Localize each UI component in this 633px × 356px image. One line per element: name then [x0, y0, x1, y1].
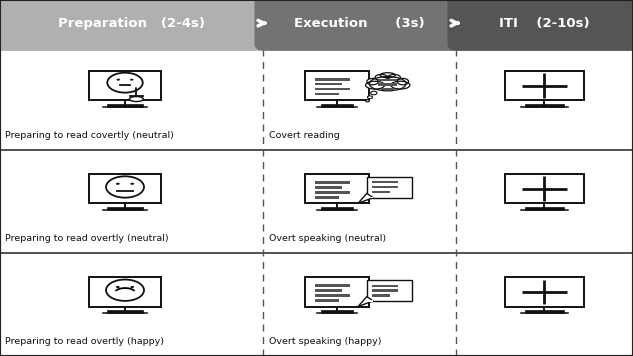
Polygon shape — [358, 297, 373, 307]
Bar — [107, 104, 143, 107]
FancyBboxPatch shape — [505, 174, 584, 203]
FancyBboxPatch shape — [367, 177, 413, 198]
Text: Preparing to read covertly (neutral): Preparing to read covertly (neutral) — [5, 131, 174, 140]
Text: Overt speaking (happy): Overt speaking (happy) — [269, 337, 382, 346]
Bar — [381, 88, 394, 90]
Bar — [315, 191, 349, 194]
Polygon shape — [358, 193, 373, 203]
Bar — [379, 83, 398, 85]
Text: ITI    (2-10s): ITI (2-10s) — [499, 17, 590, 30]
FancyBboxPatch shape — [505, 71, 584, 100]
Bar — [372, 294, 389, 297]
Bar — [525, 104, 564, 107]
Circle shape — [370, 91, 377, 95]
Circle shape — [366, 100, 370, 102]
Bar — [372, 186, 399, 188]
FancyBboxPatch shape — [306, 174, 368, 203]
Ellipse shape — [365, 81, 385, 89]
Bar — [315, 78, 349, 80]
FancyBboxPatch shape — [89, 71, 161, 100]
Circle shape — [116, 183, 120, 185]
Text: Preparation   (2-4s): Preparation (2-4s) — [58, 17, 205, 30]
Bar — [315, 289, 342, 292]
FancyBboxPatch shape — [254, 0, 464, 51]
Bar — [372, 289, 399, 292]
Ellipse shape — [391, 81, 410, 89]
FancyBboxPatch shape — [367, 280, 413, 301]
Bar — [315, 294, 349, 297]
FancyBboxPatch shape — [0, 0, 271, 51]
Bar — [367, 300, 373, 302]
Bar — [525, 207, 564, 210]
FancyBboxPatch shape — [89, 277, 161, 307]
Bar — [315, 284, 349, 287]
Ellipse shape — [370, 77, 406, 91]
Circle shape — [130, 183, 134, 185]
FancyBboxPatch shape — [306, 71, 368, 100]
Bar — [372, 284, 399, 287]
Bar — [321, 104, 353, 107]
Text: Overt speaking (neutral): Overt speaking (neutral) — [269, 234, 386, 243]
Bar — [379, 79, 398, 81]
Bar — [315, 88, 349, 90]
Circle shape — [130, 286, 134, 288]
FancyBboxPatch shape — [306, 277, 368, 307]
Bar — [315, 196, 339, 199]
Ellipse shape — [398, 78, 409, 85]
Bar — [0, 46, 633, 356]
Ellipse shape — [375, 74, 387, 80]
FancyBboxPatch shape — [89, 174, 161, 203]
Bar — [107, 207, 143, 210]
Bar — [367, 197, 373, 198]
Bar — [321, 310, 353, 313]
Bar — [315, 83, 342, 85]
Bar — [372, 181, 399, 183]
FancyBboxPatch shape — [448, 0, 633, 51]
Ellipse shape — [387, 74, 400, 80]
Bar — [321, 207, 353, 210]
Bar — [525, 310, 564, 313]
Ellipse shape — [367, 78, 379, 85]
Ellipse shape — [129, 96, 143, 101]
Circle shape — [367, 96, 372, 99]
Bar — [107, 310, 143, 313]
Circle shape — [116, 286, 120, 288]
FancyBboxPatch shape — [505, 277, 584, 307]
Text: Execution      (3s): Execution (3s) — [294, 17, 425, 30]
Circle shape — [116, 79, 120, 81]
Ellipse shape — [380, 73, 395, 78]
Bar — [315, 93, 339, 95]
Bar — [372, 191, 389, 193]
Text: Preparing to read overtly (happy): Preparing to read overtly (happy) — [5, 337, 164, 346]
Bar — [315, 186, 342, 189]
Bar — [315, 181, 349, 184]
Text: Preparing to read overtly (neutral): Preparing to read overtly (neutral) — [5, 234, 168, 243]
Bar — [315, 299, 339, 302]
Text: Covert reading: Covert reading — [269, 131, 340, 140]
Circle shape — [130, 79, 134, 81]
